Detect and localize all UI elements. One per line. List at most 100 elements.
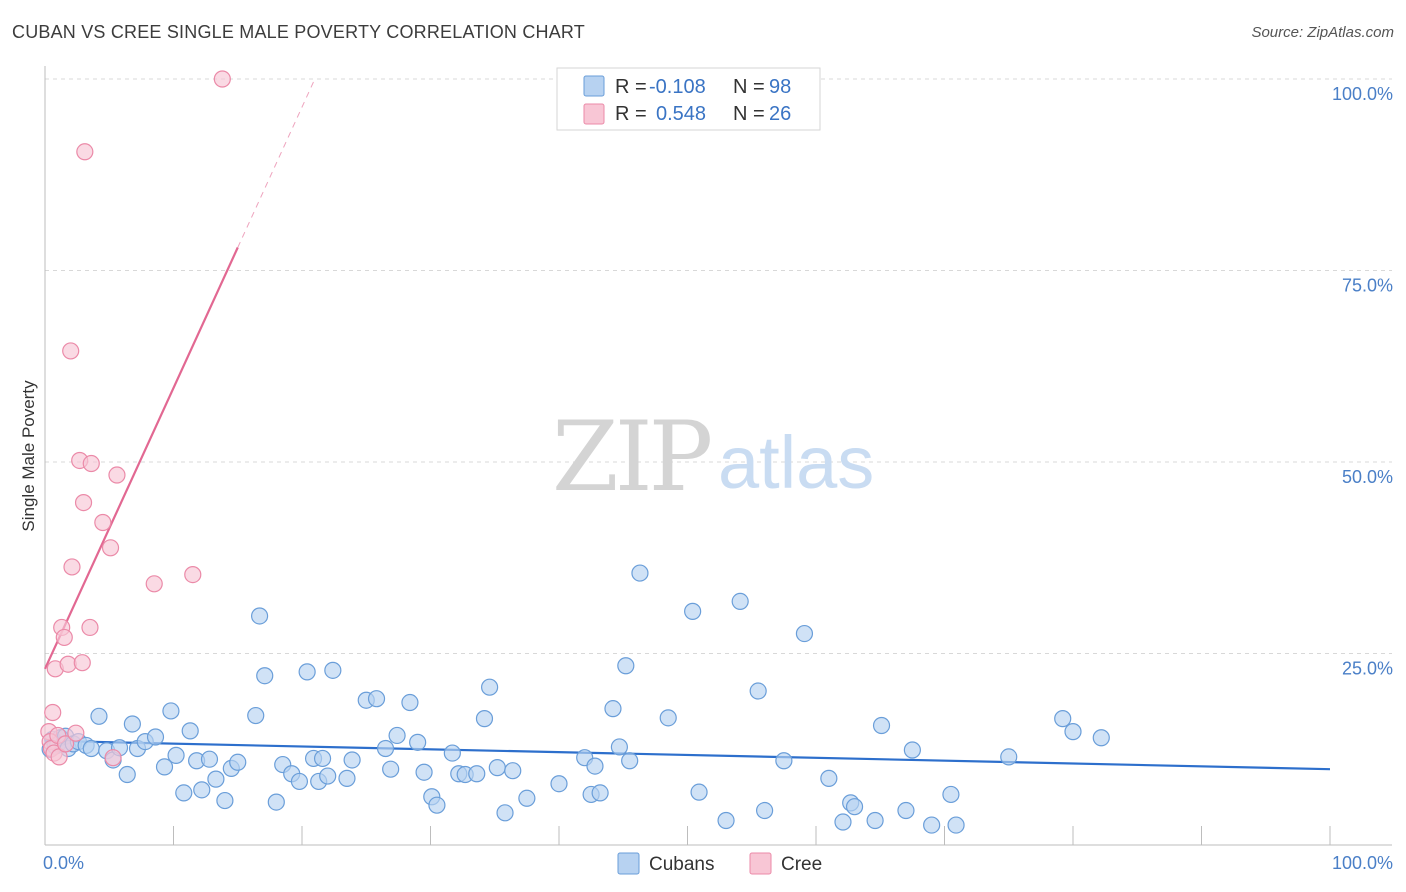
trend-lines <box>43 78 1331 771</box>
legend-n-value-cree: 26 <box>769 103 791 125</box>
cree-point <box>101 539 120 557</box>
cubans-point <box>621 752 639 770</box>
cree-point <box>104 749 122 767</box>
y-tick-labels: 25.0% 50.0% 75.0% 100.0% <box>1332 84 1393 679</box>
cubans-point <box>820 769 838 787</box>
legend-r-value-cubans: -0.108 <box>649 76 706 98</box>
y-tick-label: 100.0% <box>1332 84 1393 104</box>
cubans-point <box>267 793 285 811</box>
cubans-point <box>290 772 309 791</box>
cubans-point <box>200 750 219 768</box>
cubans-point <box>175 784 193 802</box>
cubans-point <box>690 783 708 801</box>
cree-point <box>108 466 126 484</box>
cubans-point <box>717 811 735 830</box>
cubans-point <box>367 690 386 708</box>
cree-point <box>56 735 75 753</box>
cubans-point <box>795 624 814 643</box>
legend-n-label-cubans: N = <box>733 76 765 98</box>
legend-item-cubans-swatch <box>617 852 640 875</box>
cubans-point <box>250 607 269 625</box>
legend-n-value-cubans: 98 <box>769 76 791 98</box>
cubans-point <box>1054 710 1072 728</box>
cubans-point <box>123 715 141 733</box>
cubans-point <box>550 775 568 793</box>
legend-item-cree-swatch <box>749 852 772 875</box>
cree-point <box>82 454 100 473</box>
x-tick-label: 100.0% <box>1332 853 1393 873</box>
cubans-point <box>755 801 774 820</box>
cubans-point <box>343 751 361 769</box>
cubans-point <box>313 749 332 768</box>
cubans-point <box>207 770 225 788</box>
x-tick-labels: 0.0% 100.0% <box>43 853 1393 873</box>
cubans-trend-line <box>44 739 1331 771</box>
cubans-point <box>496 804 514 822</box>
cubans-point <box>942 785 960 804</box>
cubans-point <box>504 762 522 780</box>
legend-item-cree: Cree <box>781 854 822 875</box>
cree-point <box>62 342 80 360</box>
cubans-point <box>604 700 622 718</box>
data-points <box>40 70 1110 834</box>
cubans-point <box>923 816 941 834</box>
cree-point <box>76 143 94 161</box>
cubans-point <box>298 663 316 681</box>
cubans-point <box>731 592 749 611</box>
cubans-point <box>167 746 185 764</box>
cubans-point <box>401 693 419 712</box>
cree-point <box>67 724 85 742</box>
cubans-point <box>155 758 174 776</box>
cubans-point <box>388 726 406 745</box>
cubans-point <box>181 722 199 740</box>
x-tick-label: 0.0% <box>43 853 84 873</box>
watermark-atlas: atlas <box>718 421 874 504</box>
legend-r-value-cree: 0.548 <box>656 103 706 125</box>
cree-swatch <box>583 103 605 125</box>
cubans-point <box>162 702 180 720</box>
cubans-point <box>684 602 702 620</box>
cubans-point <box>193 781 211 799</box>
cree-point <box>81 618 99 637</box>
cubans-point <box>775 752 793 770</box>
cree-point <box>145 575 163 593</box>
cubans-point <box>409 733 427 751</box>
stats-legend: R = -0.108 N = 98 R = 0.548 N = 26 <box>556 67 821 131</box>
cubans-point <box>1000 748 1018 766</box>
cubans-point <box>382 760 400 778</box>
cree-point <box>59 655 77 673</box>
cubans-point <box>475 710 494 728</box>
cubans-point <box>659 709 677 727</box>
cubans-point <box>586 757 604 775</box>
source-label: Source: ZipAtlas.com <box>1251 24 1394 41</box>
cubans-point <box>872 716 891 735</box>
legend-r-label-cree: R = <box>615 103 647 125</box>
cubans-point <box>146 728 165 746</box>
cubans-point <box>866 811 884 830</box>
cubans-point <box>468 765 486 783</box>
axes <box>44 66 1392 846</box>
cubans-point <box>376 739 395 758</box>
cubans-point <box>319 767 337 785</box>
series-legend: Cubans Cree <box>617 852 822 875</box>
cubans-point <box>118 765 136 784</box>
cree-point <box>44 703 62 722</box>
cubans-point <box>591 784 609 802</box>
cree-trend-extension <box>237 78 316 248</box>
cubans-point <box>749 682 767 700</box>
cubans-point <box>610 738 628 756</box>
cubans-point <box>256 667 274 685</box>
cubans-point <box>338 769 356 787</box>
cree-point <box>73 654 91 672</box>
cree-point <box>213 70 231 88</box>
cubans-point <box>229 753 247 771</box>
cubans-point <box>90 707 108 725</box>
cree-point <box>184 566 202 584</box>
y-tick-label: 75.0% <box>1342 276 1393 296</box>
cubans-swatch <box>583 75 605 97</box>
cubans-point <box>443 744 461 762</box>
cubans-point <box>947 816 965 834</box>
cubans-point <box>216 791 234 810</box>
cubans-point <box>481 678 499 696</box>
